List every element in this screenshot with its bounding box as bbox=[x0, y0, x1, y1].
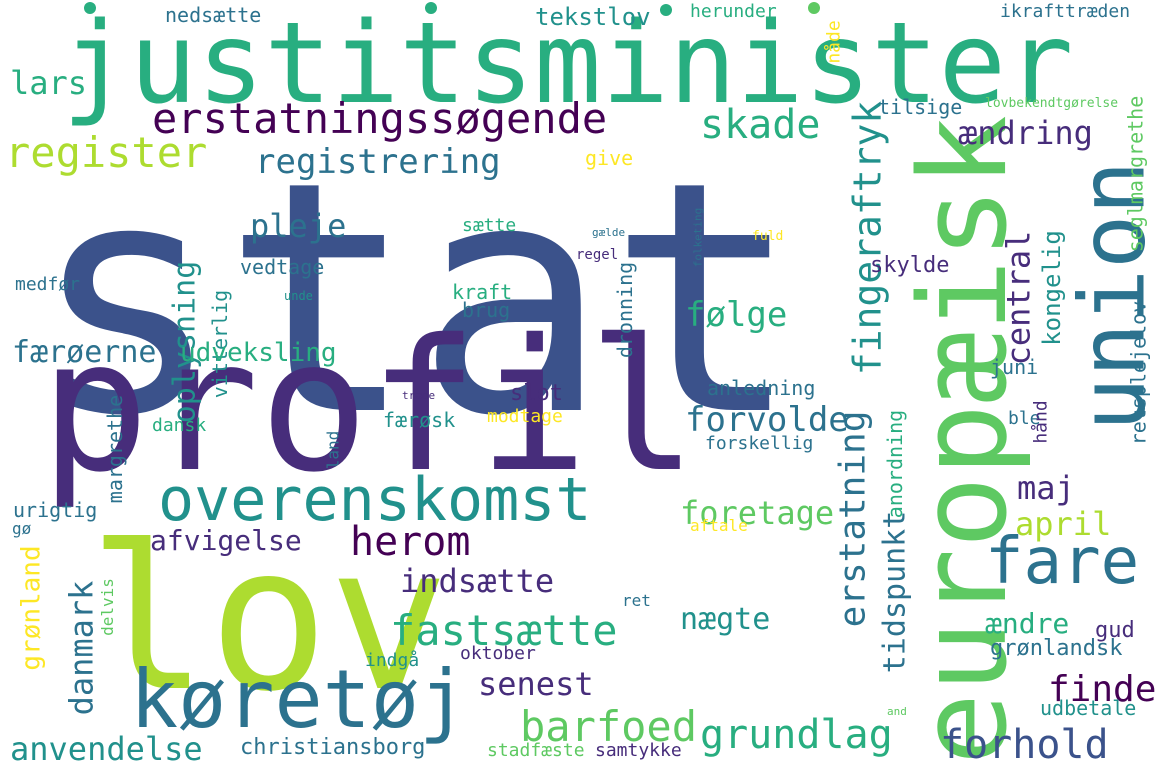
cloud-word: samtykke bbox=[595, 740, 682, 761]
cloud-word: udveksling bbox=[180, 338, 337, 368]
cloud-word: herunder bbox=[690, 1, 777, 22]
cloud-word: ble bbox=[1008, 408, 1041, 429]
cloud-word: overenskomst bbox=[158, 465, 592, 535]
cloud-word: lov bbox=[88, 503, 450, 736]
cloud-word: forhold bbox=[940, 722, 1109, 768]
cloud-word: tilsige bbox=[878, 95, 963, 119]
decorative-dot bbox=[808, 2, 820, 14]
cloud-word: and bbox=[887, 705, 907, 718]
cloud-word: hånd bbox=[1030, 399, 1052, 444]
cloud-word: erstatning bbox=[831, 410, 873, 627]
cloud-word: køretøj bbox=[130, 653, 468, 746]
cloud-word: fastsætte bbox=[390, 606, 618, 655]
cloud-word: vedtage bbox=[240, 255, 325, 279]
cloud-word: stadfæste bbox=[487, 740, 585, 761]
cloud-word: stat bbox=[30, 114, 801, 486]
cloud-word: lovbekendtgørelse bbox=[985, 96, 1119, 111]
cloud-word: christiansborg bbox=[240, 735, 426, 760]
cloud-word: afvigelse bbox=[150, 524, 302, 557]
cloud-word: tidspunkt bbox=[876, 510, 912, 673]
cloud-word: sætte bbox=[462, 215, 517, 236]
cloud-word: juni bbox=[990, 355, 1039, 379]
cloud-word: danmark bbox=[61, 580, 100, 715]
cloud-word: gud bbox=[1095, 618, 1135, 643]
cloud-word: nægte bbox=[680, 602, 771, 637]
cloud-word: justitsminister bbox=[62, 0, 1074, 129]
cloud-word: indgå bbox=[365, 650, 420, 671]
cloud-word: ændring bbox=[958, 114, 1093, 152]
cloud-word: folketing bbox=[690, 207, 704, 267]
cloud-word: finde bbox=[1048, 669, 1155, 710]
cloud-word: delvis bbox=[97, 578, 117, 636]
cloud-word: europæisk bbox=[895, 114, 1035, 766]
cloud-word: nedsætte bbox=[165, 3, 262, 27]
cloud-word: regel bbox=[576, 247, 619, 263]
cloud-word: modtage bbox=[487, 406, 563, 427]
cloud-word: herom bbox=[350, 519, 471, 565]
cloud-word: grundlag bbox=[700, 712, 893, 758]
cloud-word: senest bbox=[478, 665, 594, 703]
cloud-word: ikrafttræden bbox=[1000, 1, 1131, 22]
cloud-word: ændre bbox=[985, 607, 1070, 640]
decorative-dot bbox=[84, 2, 96, 14]
cloud-word: april bbox=[1015, 505, 1112, 543]
cloud-word: retsplejelov bbox=[1125, 300, 1150, 445]
cloud-word: unde bbox=[284, 289, 313, 303]
cloud-word: træde bbox=[402, 389, 436, 402]
cloud-word: anvendelse bbox=[10, 730, 203, 768]
cloud-word: seglmargrethe bbox=[1122, 95, 1147, 252]
cloud-word: slot bbox=[510, 381, 563, 406]
cloud-word: grønland bbox=[16, 544, 47, 671]
cloud-word: profil bbox=[40, 300, 698, 512]
decorative-dot bbox=[660, 4, 672, 16]
cloud-word: margrethe bbox=[103, 394, 128, 504]
cloud-word: give bbox=[585, 146, 634, 170]
cloud-word: kraft bbox=[452, 280, 513, 304]
cloud-word: dronning bbox=[613, 261, 638, 359]
cloud-word: ret bbox=[622, 591, 651, 610]
decorative-dot bbox=[425, 2, 437, 14]
cloud-word: urigtig bbox=[13, 498, 98, 522]
cloud-word: fingeraftryk bbox=[844, 100, 889, 375]
cloud-word: indsætte bbox=[400, 562, 555, 600]
cloud-word: lars bbox=[10, 64, 88, 102]
cloud-word: skade bbox=[700, 102, 821, 148]
cloud-word: register bbox=[5, 128, 208, 177]
cloud-word: grønlandsk bbox=[990, 636, 1123, 661]
cloud-word: nåde bbox=[823, 19, 845, 64]
cloud-word: medfør bbox=[15, 274, 81, 295]
cloud-word: færøerne bbox=[12, 335, 157, 370]
cloud-word: skylde bbox=[870, 253, 950, 278]
cloud-word: forvolde bbox=[685, 400, 849, 440]
cloud-word: land bbox=[322, 430, 342, 469]
cloud-word: maj bbox=[1017, 469, 1075, 507]
cloud-word: forskellig bbox=[705, 433, 814, 454]
cloud-word: udbetale bbox=[1040, 696, 1137, 720]
cloud-word: gø bbox=[12, 519, 32, 538]
cloud-word: fuld bbox=[752, 229, 784, 244]
cloud-word: dansk bbox=[152, 415, 207, 436]
cloud-word: fare bbox=[985, 525, 1140, 599]
cloud-word: færøsk bbox=[383, 408, 456, 432]
cloud-word: oktober bbox=[460, 643, 536, 664]
cloud-word: erstatningssøgende bbox=[152, 94, 608, 143]
cloud-word: registrering bbox=[255, 142, 501, 182]
cloud-word: foretage bbox=[680, 494, 835, 532]
cloud-word: kongelig bbox=[1037, 230, 1066, 346]
cloud-word: pleje bbox=[250, 207, 347, 245]
cloud-word: anledning bbox=[707, 376, 816, 400]
cloud-word: følge bbox=[685, 295, 788, 335]
cloud-word: tekstlov bbox=[535, 3, 651, 31]
cloud-word: brug bbox=[462, 298, 511, 322]
cloud-word: anordning bbox=[883, 409, 908, 519]
cloud-word: aftale bbox=[690, 516, 748, 535]
cloud-word: gælde bbox=[592, 226, 626, 239]
cloud-word: barfoed bbox=[520, 702, 698, 751]
cloud-word: central bbox=[998, 230, 1037, 365]
